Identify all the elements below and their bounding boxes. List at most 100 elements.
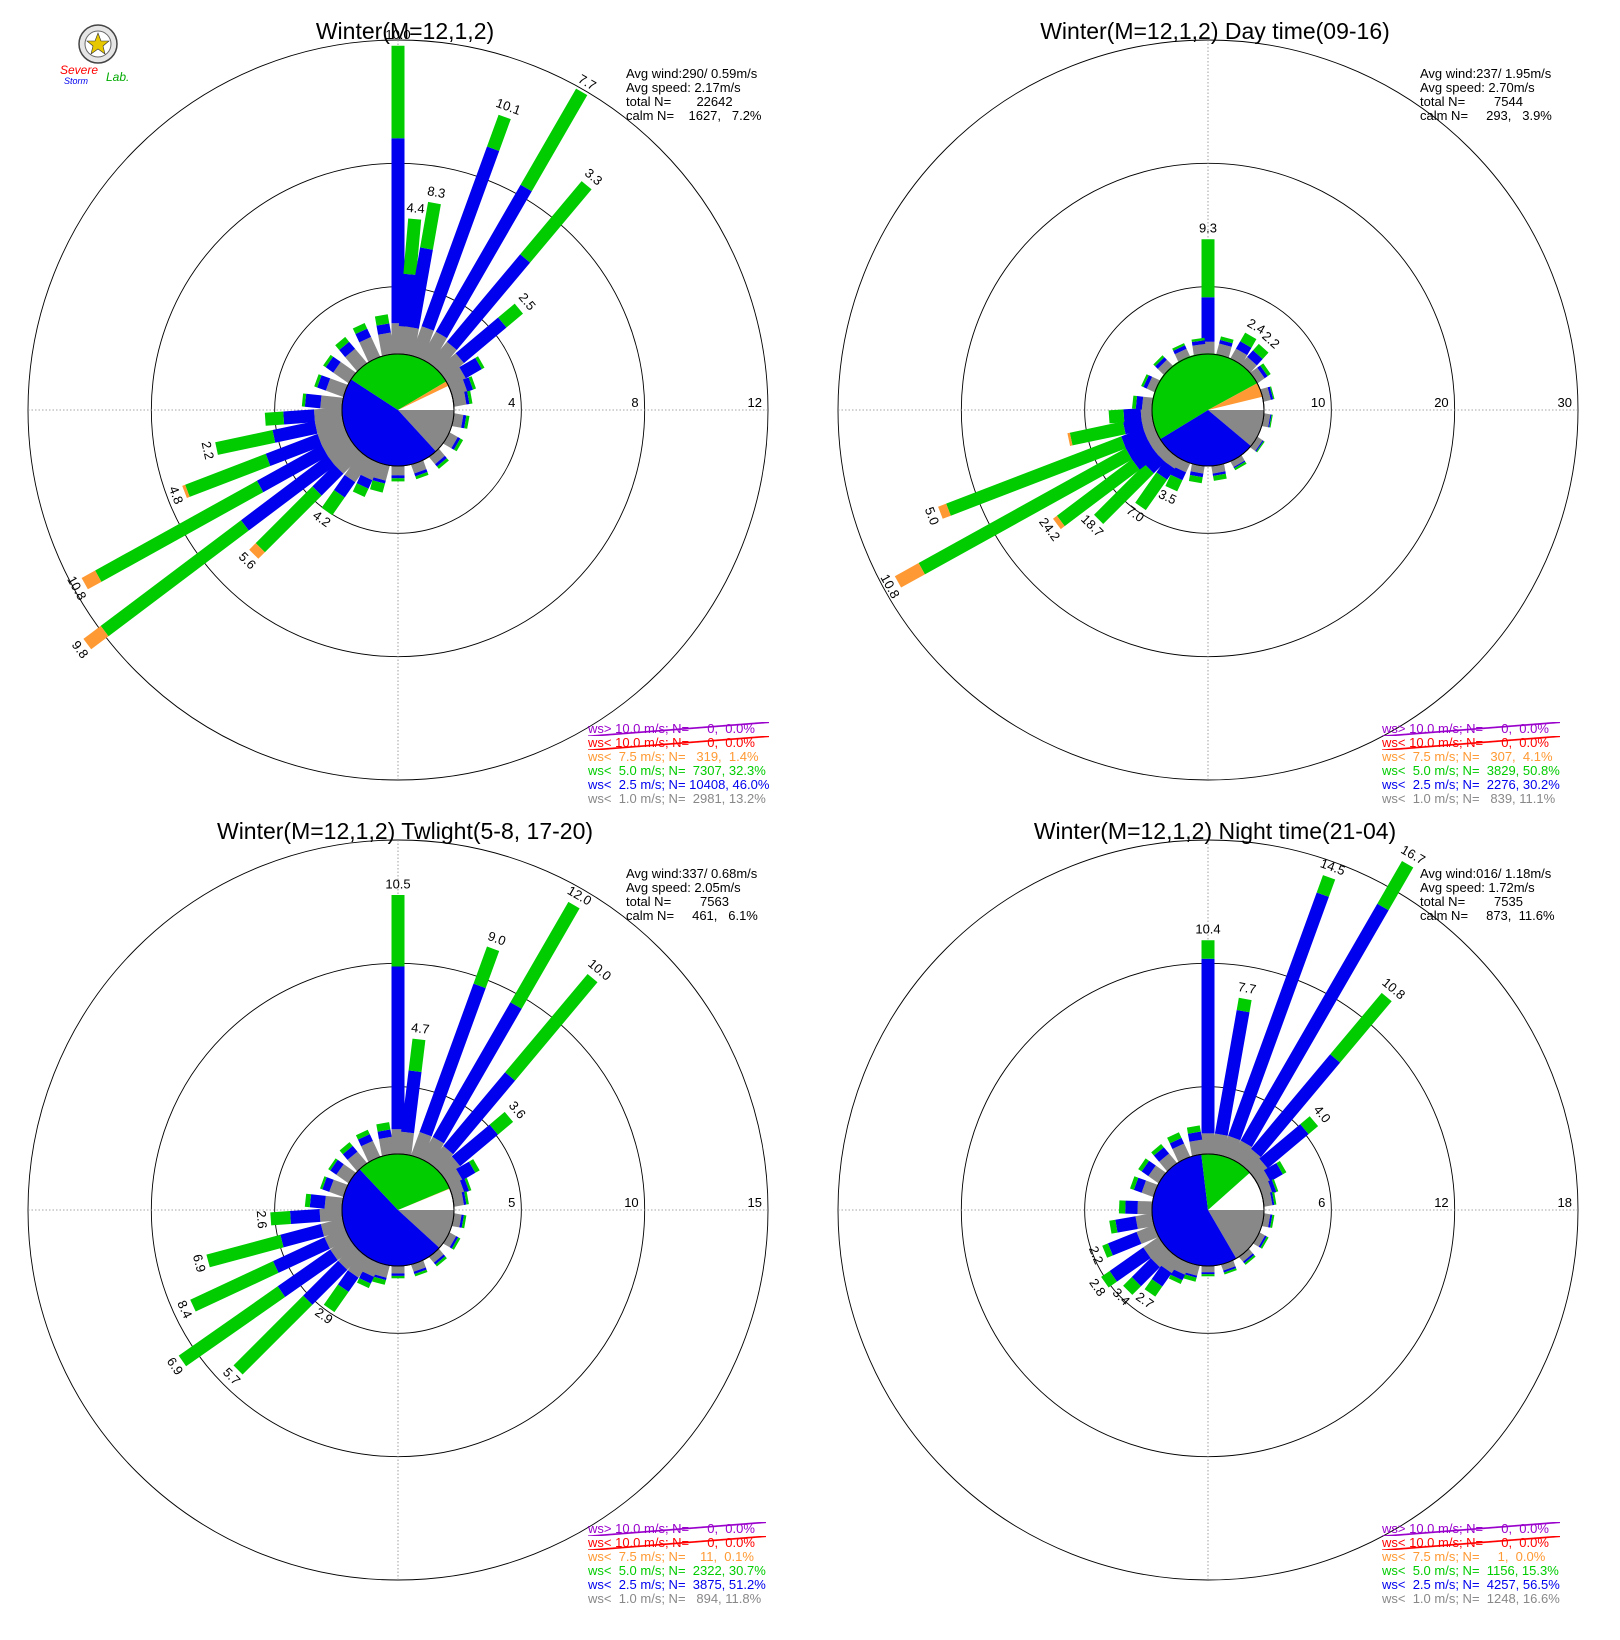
windrose-plot: 4 8 1210.04.48.310.17.73.32.54.25.69.810.8…	[27, 27, 769, 781]
windrose-bar-segment	[1244, 1255, 1256, 1265]
windrose-bar-segment	[1159, 1153, 1177, 1172]
windrose-plot: 5 10 1510.54.79.012.010.03.62.95.76.98.46.…	[27, 839, 769, 1581]
windrose-bar-segment	[1172, 1143, 1191, 1162]
legend-lt5: ws< 5.0 m/s; N= 1156, 15.3%	[1382, 1563, 1559, 1578]
windrose-bar-segment	[452, 413, 464, 428]
windrose-bar-segment	[459, 1214, 464, 1228]
windrose-bar-segment	[320, 395, 343, 411]
windrose-bar-segment	[1167, 1132, 1182, 1144]
windrose-bar-segment	[283, 409, 315, 425]
windrose-bar-segment	[1276, 1161, 1287, 1175]
windrose-bar-segment	[317, 375, 331, 391]
windrose-bar-segment	[1253, 1232, 1266, 1247]
windrose-bar-segment	[1069, 421, 1126, 446]
windrose-bar-segment	[1188, 475, 1203, 484]
windrose-bar-segment	[413, 1267, 427, 1275]
legend-lt1: ws< 1.0 m/s; N= 1248, 16.6%	[1382, 1591, 1560, 1606]
windrose-bar-segment	[1201, 940, 1215, 959]
windrose-bar-segment	[894, 563, 925, 588]
speed-pie-slice	[341, 1169, 440, 1267]
stat-avg-wind: Avg wind:337/ 0.68m/s	[626, 866, 758, 881]
stat-calm: calm N= 293, 3.9%	[1420, 108, 1552, 123]
stats-block: Avg wind:016/ 1.18m/s Avg speed: 1.72m/s…	[1420, 867, 1555, 923]
speed-pie-slice	[1201, 1153, 1250, 1210]
windrose-bar-segment	[1136, 1225, 1159, 1244]
stat-calm: calm N= 461, 6.1%	[626, 908, 758, 923]
windrose-bar-segment	[1268, 414, 1272, 428]
windrose-bar-segment	[1109, 1219, 1118, 1234]
windrose-bar-segment	[325, 356, 341, 373]
windrose-bar-segment	[190, 1261, 279, 1312]
speed-pie-slice	[351, 354, 447, 410]
windrose-panel-twilight: 5 10 15 10.5 4.7 9.0 12.0 10.0 3.6 2.9 5.7 6.9 8.4 6.…	[0, 800, 810, 1620]
windrose-bar-segment	[372, 477, 386, 484]
windrose-bar-segment	[1219, 339, 1233, 347]
windrose-bar-segment	[443, 1072, 516, 1155]
windrose-bar-segment	[309, 1194, 326, 1209]
windrose-bar-segment	[1221, 1260, 1236, 1271]
logo-text-2: Storm	[64, 76, 89, 86]
windrose-bar-segment	[378, 332, 395, 356]
windrose-bar-segment	[391, 475, 405, 479]
bar-value-label: 8.3	[426, 183, 446, 201]
windrose-bar-segment	[1214, 1010, 1250, 1136]
windrose-bar-segment	[1260, 363, 1271, 377]
windrose-bar-segment	[1132, 395, 1137, 409]
windrose-bar-segment	[1153, 1147, 1170, 1162]
windrose-bar-segment	[337, 1270, 359, 1292]
windrose-bar-segment	[1230, 348, 1248, 365]
windrose-bar-segment	[347, 1252, 372, 1278]
windrose-bar-segment	[467, 390, 473, 404]
legend-lt10: ws< 10.0 m/s; N= 0, 0.0%	[1382, 1536, 1560, 1550]
windrose-bar-segment	[464, 391, 470, 405]
windrose-bar-segment	[449, 1236, 459, 1249]
windrose-bar-segment	[411, 1260, 426, 1272]
bar-value-label: 8.4	[174, 1298, 195, 1321]
windrose-bar-segment	[342, 1145, 358, 1160]
windrose-bar-segment	[1101, 1271, 1117, 1288]
ring-label: 12	[1434, 1195, 1448, 1210]
windrose-bar-segment	[1131, 1258, 1160, 1287]
speed-legend: ws> 10.0 m/s; N= 0, 0.0% ws< 10.0 m/s; N…	[588, 1522, 766, 1606]
ring-label: 4	[508, 395, 515, 410]
windrose-bar-segment	[1262, 1213, 1271, 1228]
windrose-bar-segment	[1133, 1177, 1146, 1193]
windrose-bar-segment	[1220, 336, 1234, 344]
windrose-bar-segment	[1165, 474, 1183, 492]
windrose-bar-segment	[510, 901, 580, 1009]
speed-pie-slice	[359, 1154, 450, 1210]
windrose-bar-segment	[344, 452, 372, 483]
windrose-bar-segment	[1246, 1158, 1268, 1179]
windrose-bar-segment	[1170, 1269, 1185, 1281]
stat-total: total N= 7544	[1420, 94, 1523, 109]
bar-value-label: 10.4	[1195, 922, 1220, 937]
windrose-bar-segment	[391, 1275, 405, 1279]
speed-legend: ws> 10.0 m/s; N= 0, 0.0% ws< 10.0 m/s; N…	[588, 722, 770, 806]
windrose-bar-segment	[334, 445, 363, 474]
panel-title: Winter(M=12,1,2)	[315, 18, 495, 44]
windrose-bar-segment	[324, 1227, 350, 1249]
windrose-bar-segment	[325, 378, 348, 397]
windrose-bar-segment	[398, 1131, 414, 1156]
windrose-bar-segment	[1267, 386, 1274, 400]
speed-pie-slice	[1208, 1210, 1264, 1259]
windrose-bar-segment	[461, 1191, 467, 1205]
stat-total: total N= 7535	[1420, 894, 1523, 909]
windrose-bar-segment	[451, 1237, 461, 1250]
windrose-bar-segment	[1118, 1200, 1126, 1214]
speed-pie-slice	[342, 379, 436, 466]
windrose-bar-segment	[360, 458, 381, 481]
windrose-bar-segment	[1269, 414, 1273, 428]
windrose-bar-segment	[464, 1191, 469, 1205]
legend-lt10: ws< 10.0 m/s; N= 0, 0.0%	[588, 1536, 766, 1550]
panel-title: Winter(M=12,1,2) Night time(21-04)	[1033, 818, 1397, 844]
windrose-bar-segment	[946, 436, 1126, 516]
windrose-bar-segment	[1201, 1133, 1215, 1154]
windrose-bar-segment	[1151, 1144, 1164, 1156]
windrose-bar-segment	[435, 1256, 447, 1267]
bar-value-label: 9.3	[1199, 221, 1217, 236]
windrose-bar-segment	[1094, 464, 1154, 524]
windrose-bar-segment	[1211, 464, 1226, 474]
legend-gt10: ws> 10.0 m/s; N= 0, 0.0%	[1382, 722, 1560, 736]
